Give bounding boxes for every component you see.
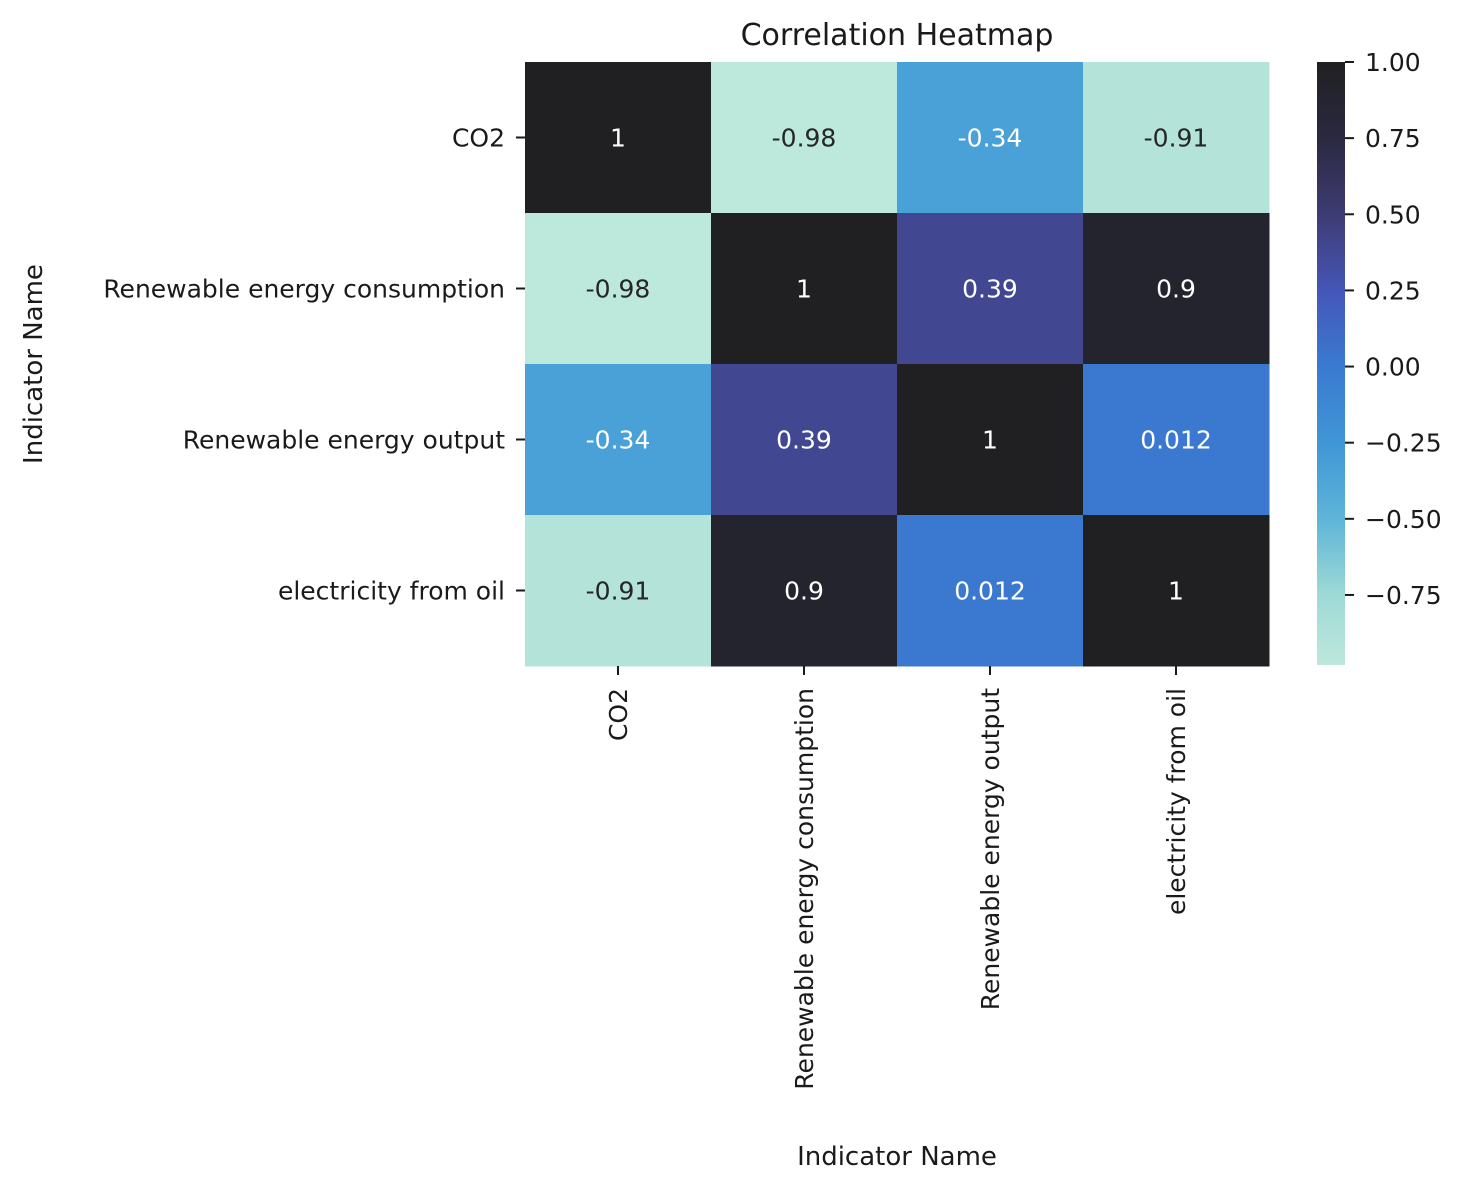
heatmap-cell	[897, 515, 1084, 667]
heatmap-cell	[711, 62, 898, 214]
y-tick-label: Renewable energy consumption	[103, 275, 505, 304]
heatmap-cells: 1 -0.98 -0.34 -0.91 -0.98 1 0.39 0.9 -0.34 0.39 1 0…	[525, 62, 1270, 667]
colorbar-tick-label: 0.00	[1365, 353, 1421, 382]
y-tick-label: Renewable energy output	[183, 426, 505, 455]
heatmap-cell	[525, 62, 712, 214]
colorbar-tick-label: −0.25	[1365, 429, 1442, 458]
heatmap-cell	[711, 364, 898, 516]
cell-value-label: 0.012	[954, 577, 1026, 606]
heatmap-cell	[711, 515, 898, 667]
cell-value-label: 1	[1168, 577, 1184, 606]
colorbar	[1317, 62, 1345, 665]
y-tick-label: CO2	[452, 124, 505, 153]
cell-value-label: 1	[982, 426, 998, 455]
colorbar-axis: 1.00 0.75 0.50 0.25 0.00 −0.25 −0.50 −0.75	[1345, 48, 1442, 610]
heatmap-cell	[525, 515, 712, 667]
x-tick-label: Renewable energy output	[976, 688, 1005, 1010]
heatmap-cell	[897, 62, 1084, 214]
heatmap-cell	[1083, 62, 1270, 214]
cell-value-label: -0.34	[958, 124, 1023, 153]
cell-value-label: 0.9	[1156, 275, 1196, 304]
cell-value-label: 0.012	[1140, 426, 1212, 455]
cell-value-label: -0.91	[586, 577, 651, 606]
heatmap-cell	[897, 213, 1084, 365]
heatmap-cell	[525, 213, 712, 365]
colorbar-tick-label: 0.25	[1365, 276, 1421, 305]
x-axis-label: Indicator Name	[797, 1142, 997, 1172]
heatmap-cell	[1083, 515, 1270, 667]
colorbar-tick-label: −0.50	[1365, 505, 1442, 534]
cell-value-label: -0.98	[586, 275, 651, 304]
colorbar-tick-label: −0.75	[1365, 581, 1442, 610]
cell-value-label: 0.39	[962, 275, 1018, 304]
cell-value-label: 1	[610, 124, 626, 153]
colorbar-tick-label: 0.75	[1365, 124, 1421, 153]
cell-value-label: 0.39	[776, 426, 832, 455]
colorbar-tick-label: 0.50	[1365, 200, 1421, 229]
cell-value-label: -0.34	[586, 426, 651, 455]
y-axis-label: Indicator Name	[19, 264, 49, 464]
x-tick-label: CO2	[604, 688, 633, 741]
heatmap-cell	[1083, 213, 1270, 365]
cell-value-label: -0.98	[772, 124, 837, 153]
y-axis: CO2 Renewable energy consumption Renewable…	[103, 124, 525, 606]
chart-title: Correlation Heatmap	[741, 18, 1054, 53]
x-tick-label: electricity from oil	[1162, 688, 1191, 915]
heatmap-cell	[525, 364, 712, 516]
heatmap-cell	[897, 364, 1084, 516]
cell-value-label: 1	[796, 275, 812, 304]
x-axis: CO2 Renewable energy consumption Renewable…	[604, 666, 1191, 1090]
heatmap-cell	[1083, 364, 1270, 516]
y-tick-label: electricity from oil	[278, 577, 505, 606]
x-tick-label: Renewable energy consumption	[790, 688, 819, 1090]
cell-value-label: 0.9	[784, 577, 824, 606]
colorbar-tick-label: 1.00	[1365, 48, 1421, 77]
heatmap-cell	[711, 213, 898, 365]
cell-value-label: -0.91	[1144, 124, 1209, 153]
